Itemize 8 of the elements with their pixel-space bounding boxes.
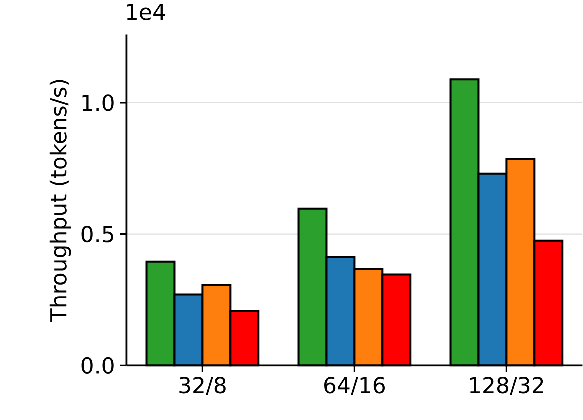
y-axis-title: Throughput (tokens/s) [50, 80, 72, 322]
y-tick-label: 0.5 [82, 226, 114, 243]
x-tick-label: 64/16 [324, 377, 385, 396]
y-tick-label: 1.0 [82, 94, 114, 112]
x-tick-label: 128/32 [470, 377, 544, 396]
x-tick-label: 32/8 [180, 377, 226, 396]
text: 1e4 [127, 4, 166, 20]
y-tick-label: 0.0 [82, 357, 114, 374]
